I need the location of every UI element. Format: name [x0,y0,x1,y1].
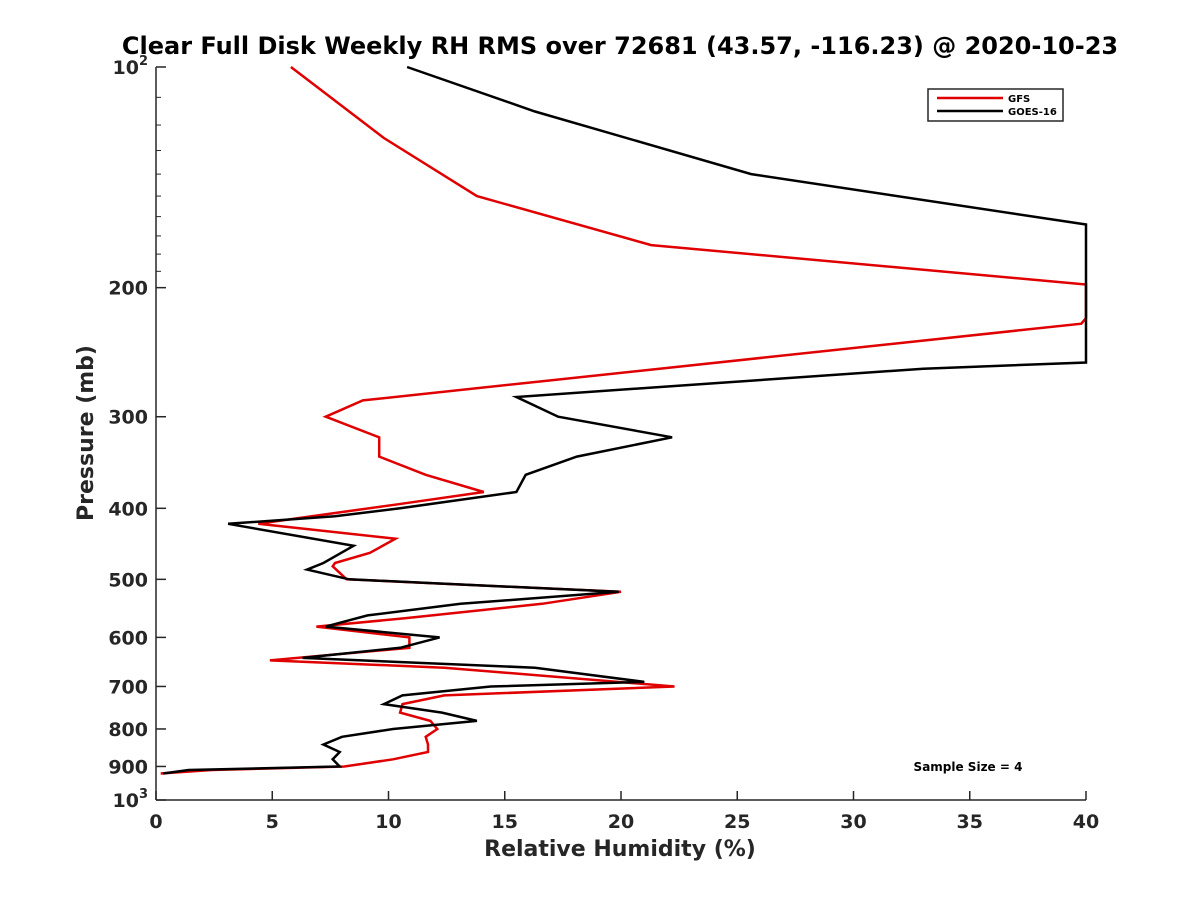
x-ticks: 0 5 10 15 20 25 30 35 40 [149,791,1099,833]
x-tick-label: 30 [840,811,866,833]
chart-title: Clear Full Disk Weekly RH RMS over 72681… [122,32,1118,60]
legend-label-gfs: GFS [1008,94,1030,105]
x-tick-label: 35 [957,811,983,833]
y-axis-label: Pressure (mb) [74,345,99,521]
x-tick-label: 15 [492,811,518,833]
plot-lines [160,65,1088,775]
y-tick-label: 400 [108,498,148,520]
y-ticks: 102 200 300 400 500 600 700 800 900 103 [108,54,166,812]
x-tick-label: 40 [1073,811,1099,833]
y-tick-label: 103 [113,787,149,812]
y-tick-label: 900 [108,756,148,778]
legend-label-goes16: GOES-16 [1008,107,1057,118]
y-tick-label: 500 [108,569,148,591]
series-line-goes16 [162,65,1088,775]
y-tick-label: 200 [108,278,148,300]
x-tick-label: 10 [375,811,401,833]
y-tick-label: 600 [108,627,148,649]
legend: GFS GOES-16 [927,88,1064,122]
x-axis-label: Relative Humidity (%) [484,837,756,862]
legend-box [927,88,1064,122]
sample-size-annotation: Sample Size = 4 [914,760,1023,774]
x-tick-label: 25 [724,811,750,833]
x-tick-label: 0 [149,811,162,833]
y-tick-label: 300 [108,407,148,429]
y-tick-label: 800 [108,719,148,741]
x-tick-label: 5 [266,811,279,833]
y-tick-label: 700 [108,676,148,698]
x-tick-label: 20 [608,811,634,833]
y-tick-label: 102 [113,54,149,79]
